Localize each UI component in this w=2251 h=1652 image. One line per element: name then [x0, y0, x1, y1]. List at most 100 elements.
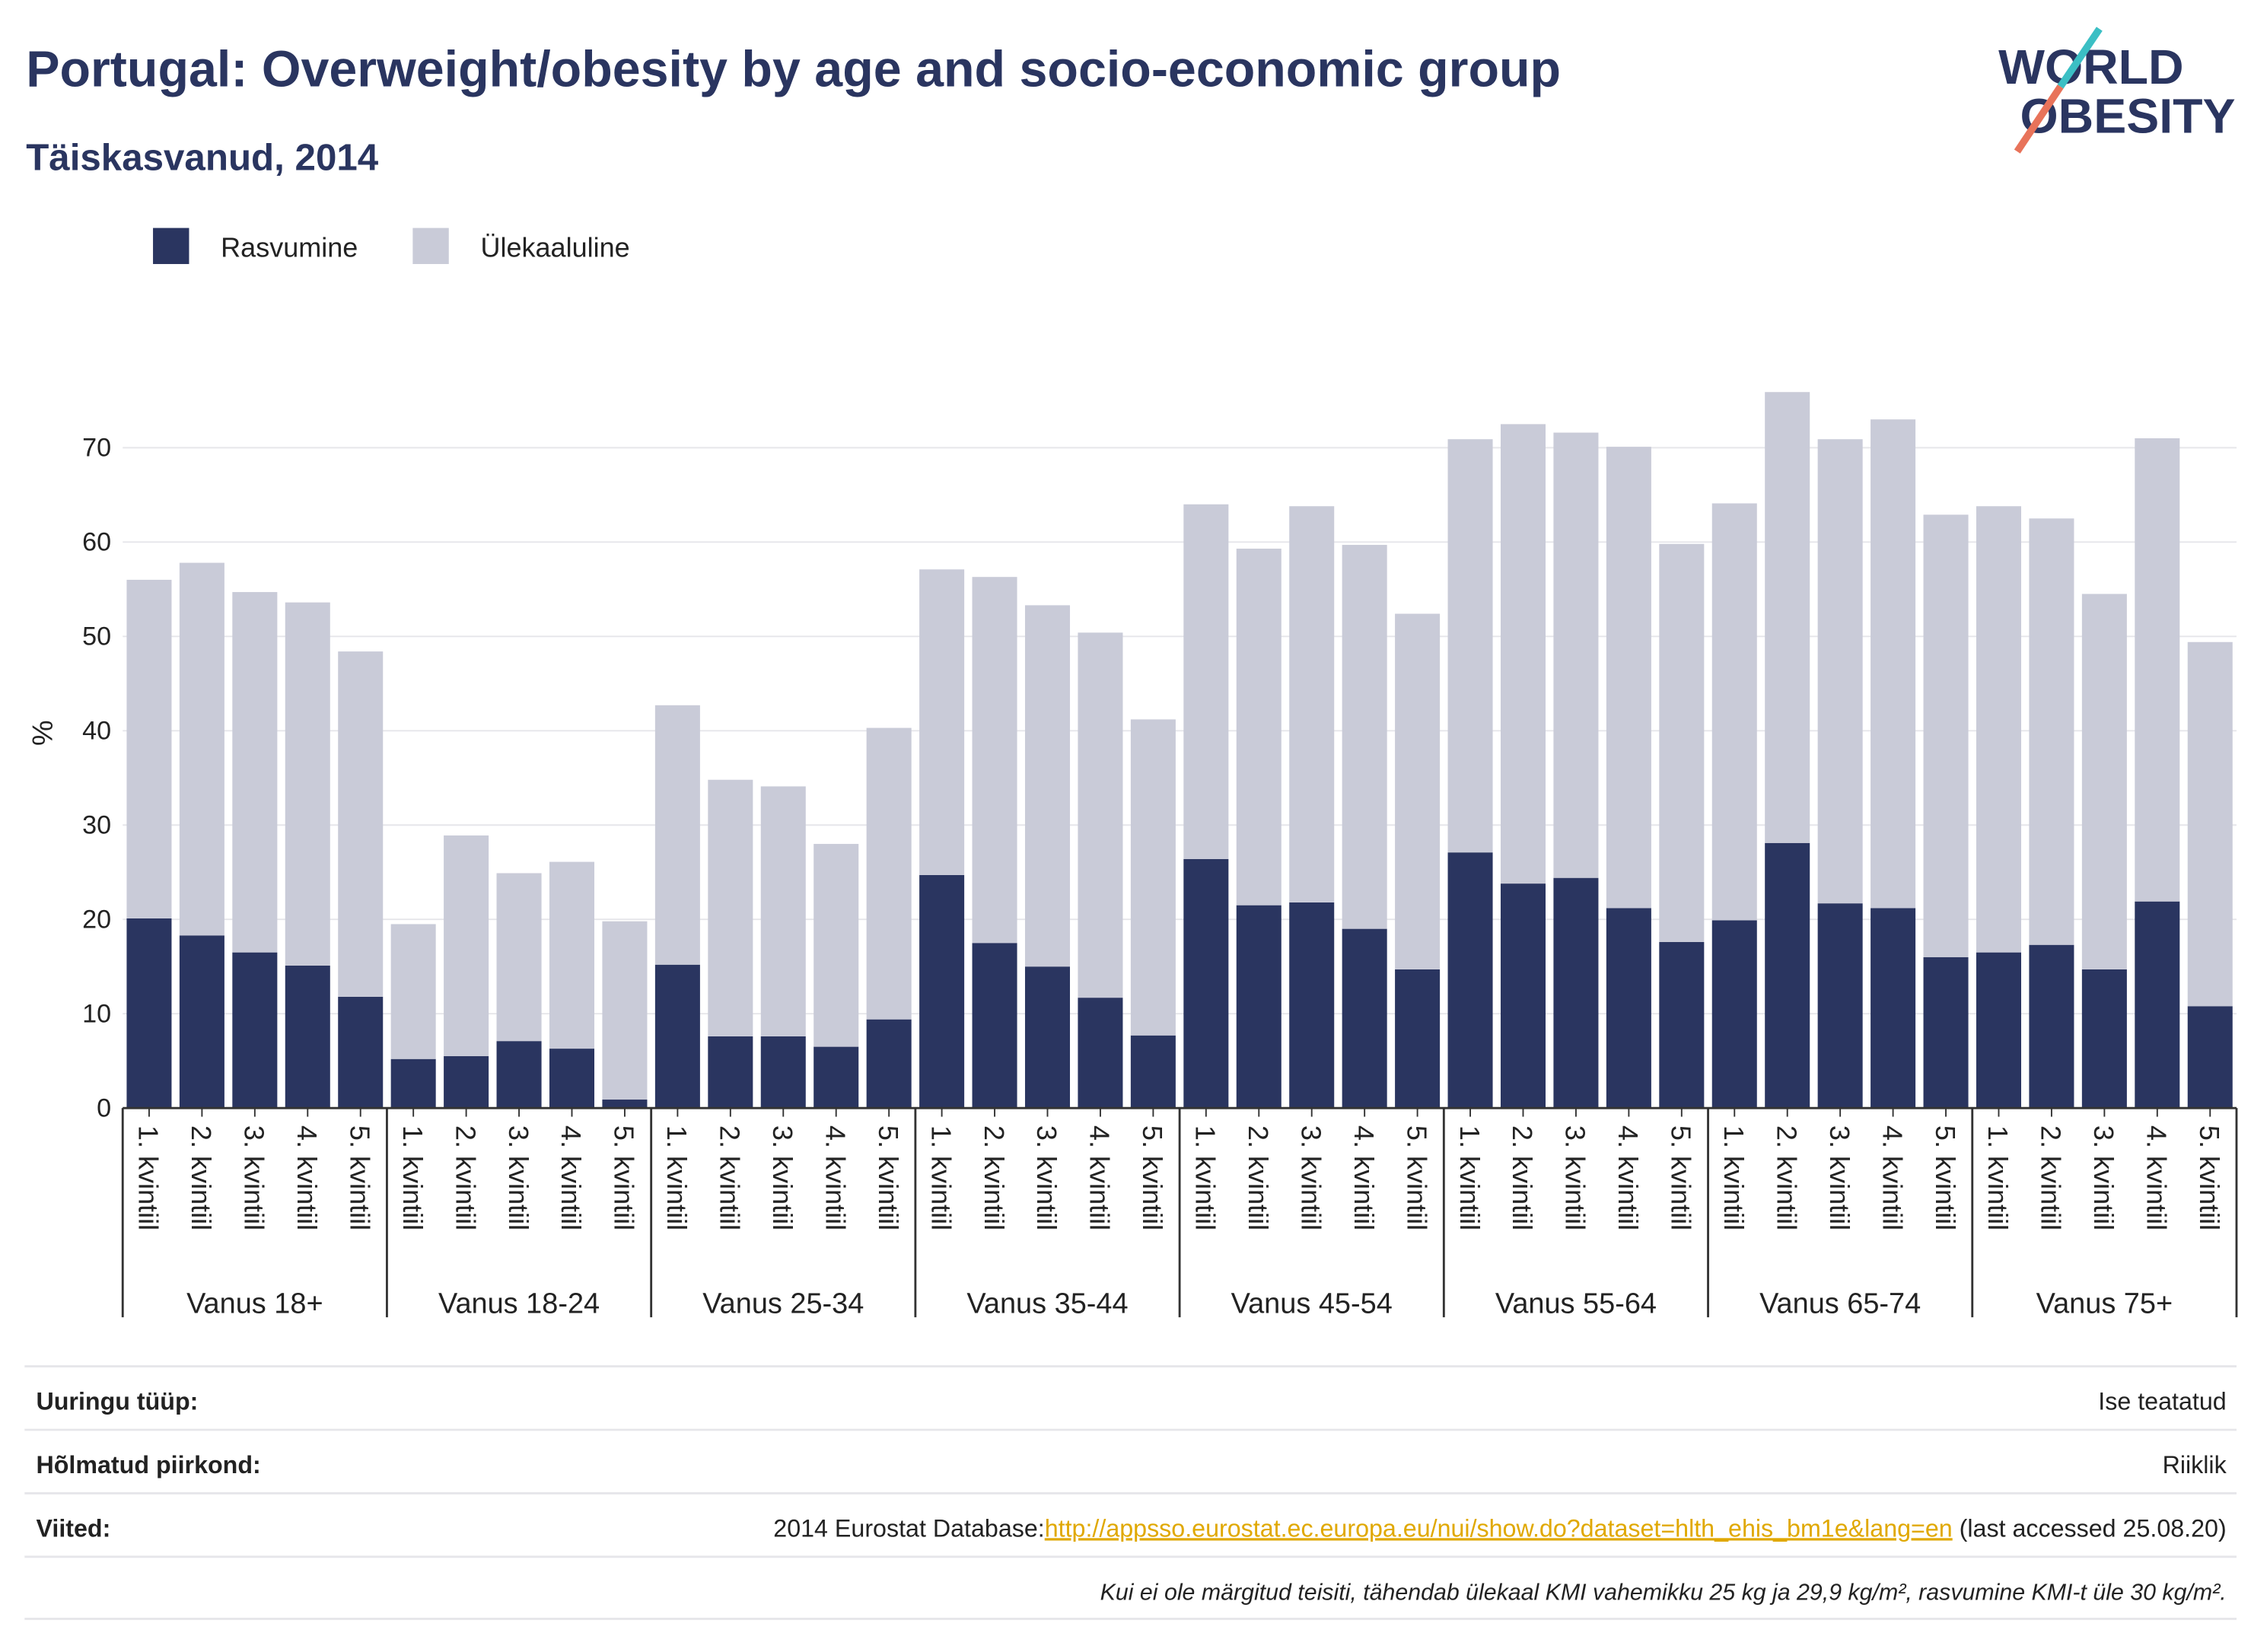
- bar-segment: [1342, 928, 1387, 1109]
- y-tick-label: 20: [82, 906, 111, 934]
- group-label: Vanus 55-64: [1495, 1288, 1657, 1319]
- x-tick-label: 3. kvintiil: [2088, 1125, 2119, 1230]
- bar-segment: [1289, 506, 1335, 902]
- x-tick-label: 3. kvintiil: [1031, 1125, 1062, 1230]
- y-tick-label: 60: [82, 528, 111, 557]
- bar-segment: [285, 602, 330, 966]
- chart-title: Portugal: Overweight/obesity by age and …: [26, 42, 1561, 98]
- bar-segment: [1342, 545, 1387, 929]
- x-tick-label: 1. kvintiil: [1718, 1125, 1750, 1230]
- reference-suffix: (last accessed 25.08.20): [1953, 1514, 2227, 1542]
- bar-segment: [760, 1036, 806, 1109]
- bar-segment: [1871, 908, 1916, 1109]
- x-tick-label: 1. kvintiil: [1982, 1125, 2014, 1230]
- x-tick-label: 1. kvintiil: [925, 1125, 957, 1230]
- bar-segment: [1289, 902, 1335, 1109]
- bar-segment: [813, 844, 859, 1047]
- y-tick-label: 40: [82, 717, 111, 746]
- x-tick-label: 4. kvintiil: [291, 1125, 323, 1230]
- bar-segment: [1606, 447, 1651, 909]
- bar-segment: [338, 996, 384, 1109]
- x-tick-label: 5. kvintiil: [344, 1125, 375, 1230]
- y-tick-label: 30: [82, 811, 111, 840]
- x-tick-label: 4. kvintiil: [1084, 1125, 1116, 1230]
- bar-segment: [444, 835, 489, 1056]
- footer-label: Hõlmatud piirkond:: [36, 1451, 260, 1479]
- x-tick-label: 2. kvintiil: [979, 1125, 1010, 1230]
- x-tick-label: 4. kvintiil: [1613, 1125, 1644, 1230]
- x-tick-label: 2. kvintiil: [186, 1125, 217, 1230]
- x-tick-label: 3. kvintiil: [1560, 1125, 1591, 1230]
- bar-segment: [1817, 439, 1863, 904]
- bar-segment: [1024, 605, 1071, 967]
- bar-segment: [760, 786, 806, 1036]
- group-label: Vanus 18-24: [438, 1288, 600, 1319]
- bar-segment: [1395, 969, 1441, 1109]
- bar-segment: [866, 1019, 912, 1109]
- bar-segment: [179, 562, 224, 936]
- logo: WORLD OBESITY: [1998, 27, 2236, 154]
- reference-link[interactable]: http://appsso.eurostat.ec.europa.eu/nui/…: [1045, 1514, 1953, 1542]
- bar-segment: [390, 1058, 436, 1109]
- bar-segment: [1236, 905, 1282, 1109]
- x-tick-label: 3. kvintiil: [1295, 1125, 1326, 1230]
- bar-segment: [1236, 549, 1282, 906]
- bar-segment: [708, 779, 753, 1036]
- legend-swatch: [153, 228, 189, 264]
- bar-segment: [1659, 543, 1705, 942]
- x-tick-label: 4. kvintiil: [556, 1125, 587, 1230]
- bar-segment: [232, 952, 278, 1109]
- bar-segment: [972, 577, 1017, 944]
- bar-segment: [496, 873, 542, 1042]
- x-tick-label: 5. kvintiil: [1401, 1125, 1432, 1230]
- bar-segment: [496, 1041, 542, 1109]
- x-tick-label: 3. kvintiil: [503, 1125, 534, 1230]
- bar-segment: [179, 935, 224, 1109]
- bar-segment: [549, 1049, 595, 1109]
- bar-segment: [444, 1055, 489, 1109]
- bar-segment: [1923, 957, 1969, 1109]
- x-tick-label: 4. kvintiil: [820, 1125, 851, 1230]
- bar-segment: [1765, 842, 1810, 1109]
- bar-segment: [1765, 392, 1810, 843]
- bar-segment: [1606, 908, 1651, 1109]
- bar-segment: [1711, 503, 1757, 921]
- y-tick-label: 0: [97, 1094, 111, 1123]
- bar-segment: [285, 965, 330, 1109]
- footer-value: Riiklik: [2163, 1451, 2227, 1479]
- bar-segment: [602, 1100, 648, 1109]
- x-tick-label: 4. kvintiil: [1348, 1125, 1380, 1230]
- bar-segment: [126, 579, 172, 918]
- bar-segment: [1130, 719, 1176, 1036]
- bar-segment: [2029, 944, 2074, 1109]
- bar-segment: [2187, 641, 2233, 1007]
- bar-segment: [1976, 952, 2021, 1109]
- bar-segment: [1711, 920, 1757, 1109]
- bar-segment: [1553, 877, 1599, 1109]
- bar-segment: [390, 924, 436, 1059]
- x-tick-label: 1. kvintiil: [1454, 1125, 1485, 1230]
- x-tick-label: 1. kvintiil: [397, 1125, 428, 1230]
- bar-segment: [2029, 518, 2074, 945]
- x-tick-label: 2. kvintiil: [450, 1125, 481, 1230]
- bar-segment: [1553, 432, 1599, 878]
- bar-segment: [1024, 966, 1071, 1109]
- y-tick-label: 50: [82, 622, 111, 651]
- footer-value: Ise teatatud: [2098, 1387, 2226, 1415]
- bar-segment: [919, 874, 965, 1109]
- bar-segment: [1447, 439, 1493, 853]
- x-tick-label: 2. kvintiil: [1771, 1125, 1802, 1230]
- bar-segment: [1183, 858, 1229, 1109]
- group-label: Vanus 35-44: [966, 1288, 1128, 1319]
- bar-segment: [1395, 613, 1441, 969]
- bar-segment: [1659, 941, 1705, 1109]
- x-tick-label: 5. kvintiil: [609, 1125, 640, 1230]
- x-tick-label: 5. kvintiil: [873, 1125, 904, 1230]
- bar-segment: [654, 964, 700, 1109]
- x-tick-label: 1. kvintiil: [661, 1125, 692, 1230]
- bar-segment: [2135, 901, 2180, 1109]
- bar-segment: [2135, 438, 2180, 902]
- footer-label: Uuringu tüüp:: [36, 1387, 198, 1415]
- bar-segment: [1976, 506, 2021, 953]
- bar-segment: [866, 727, 912, 1020]
